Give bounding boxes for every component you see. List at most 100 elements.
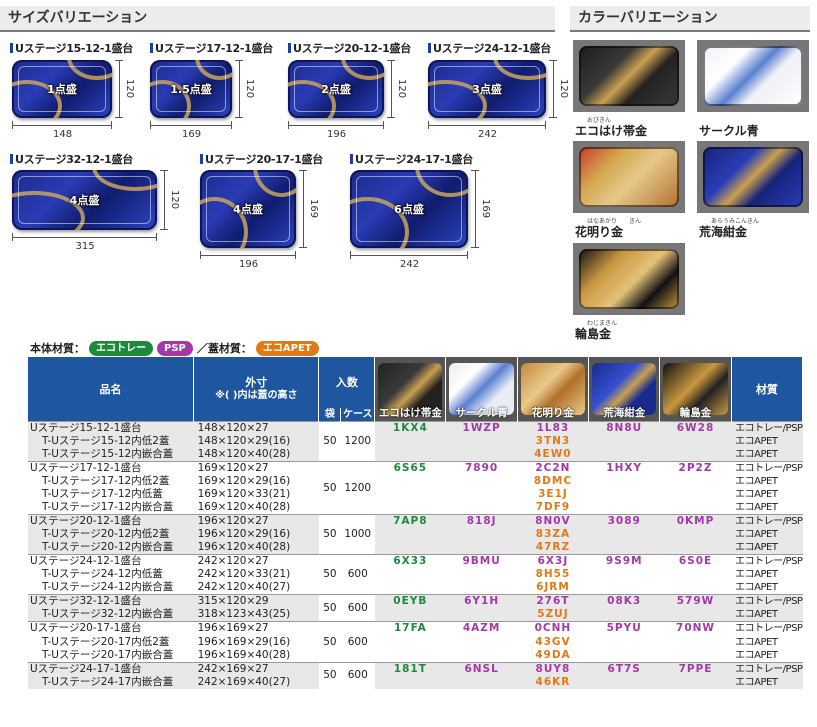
color-swatch-image xyxy=(697,40,809,112)
product-name: T-Uステージ17-12内低2蓋 xyxy=(28,475,194,489)
product-size: 169×120×29(16) xyxy=(193,475,319,489)
product-table-body: Uステージ15-12-1盛台 148×120×27 50 1200 1KX4 1WZP 1L… xyxy=(28,420,803,689)
product-name: Uステージ17-12-1盛台 xyxy=(28,461,194,476)
lid-code: 7DF9 xyxy=(374,501,732,515)
product-code: 6NSL xyxy=(445,661,518,676)
product-material: エコAPET xyxy=(731,488,803,502)
product-material: エコAPET xyxy=(731,435,803,449)
product-name: T-Uステージ20-12内低2蓋 xyxy=(28,528,194,542)
table-row: Uステージ15-12-1盛台 148×120×27 50 1200 1KX4 1WZP 1L… xyxy=(28,420,803,462)
table-row: T-Uステージ20-17内嵌合蓋 196×169×40(28) 49DA エコAPET xyxy=(28,648,803,663)
materials-line: 本体材質： エコトレー PSP ／蓋材質： エコAPET xyxy=(30,340,319,356)
width-dimension-line xyxy=(288,121,384,129)
product-size: 242×169×40(27) xyxy=(193,675,319,689)
product-code: 3089 xyxy=(588,514,660,529)
size-item-title: Uステージ15-12-1盛台 xyxy=(10,40,133,56)
case-qty: 600 xyxy=(340,621,375,663)
product-material: エコAPET xyxy=(731,648,803,663)
lid-code: 43GV xyxy=(374,635,732,649)
table-row: T-Uステージ32-12内嵌合蓋 318×123×43(25) 5ZUJ エコAPET xyxy=(28,608,803,622)
product-code: 17FA xyxy=(374,621,446,636)
product-code: 6W28 xyxy=(659,421,732,435)
table-row: T-Uステージ24-12内低蓋 242×120×33(21) 8H55 エコAPET xyxy=(28,568,803,582)
width-dimension: 196 xyxy=(239,259,259,270)
height-dimension: 120 xyxy=(558,79,569,99)
product-code: 6T7S xyxy=(588,661,660,676)
product-size: 196×169×40(28) xyxy=(193,648,319,663)
color-section-title: カラーバリエーション xyxy=(570,6,810,30)
product-code: 9BMU xyxy=(445,554,518,569)
product-size: 169×120×40(28) xyxy=(193,501,319,515)
size-item-title: Uステージ32-12-1盛台 xyxy=(10,151,133,167)
color-name-ruby: はなあかり きん xyxy=(587,218,642,225)
product-name: T-Uステージ20-17内嵌合蓋 xyxy=(28,648,194,663)
header-color-3: 荒海紺金 xyxy=(589,357,660,421)
bag-qty: 50 xyxy=(318,514,341,555)
product-name: T-Uステージ24-17内嵌合蓋 xyxy=(28,675,194,689)
product-size: 196×169×29(16) xyxy=(193,635,319,649)
color-name-ruby: おびきん xyxy=(587,117,612,124)
lid-code: 3TN3 xyxy=(374,435,732,449)
height-dimension: 169 xyxy=(308,199,319,219)
height-dimension: 120 xyxy=(124,79,135,99)
product-name: Uステージ24-12-1盛台 xyxy=(28,554,194,569)
tray-portion-label: 2点盛 xyxy=(321,83,351,96)
size-item-title: Uステージ24-17-1盛台 xyxy=(350,151,473,167)
tray-portion-label: 4点盛 xyxy=(233,203,263,216)
product-name: Uステージ32-12-1盛台 xyxy=(28,594,194,609)
product-code: 70NW xyxy=(659,621,732,636)
psp-badge: PSP xyxy=(157,340,193,356)
tray-image: 6点盛 xyxy=(350,170,468,248)
product-material: エコAPET xyxy=(731,635,803,649)
size-item-title: Uステージ24-12-1盛台 xyxy=(428,40,551,56)
header-color-0: エコはけ帯金 xyxy=(375,357,446,421)
tray-image: 2点盛 xyxy=(288,60,384,118)
size-section-title: サイズバリエーション xyxy=(0,6,555,30)
product-material: エコトレー/PSP xyxy=(731,514,803,529)
product-code: 8N8U xyxy=(588,421,660,435)
product-material: エコトレー/PSP xyxy=(731,421,803,435)
tray-image: 4点盛 xyxy=(12,170,157,230)
height-dimension: 169 xyxy=(480,199,491,219)
table-row: T-Uステージ17-12内低蓋 169×120×33(21) 3E1J エコAPET xyxy=(28,488,803,502)
lid-code: 3E1J xyxy=(374,488,732,502)
color-swatch-image xyxy=(573,141,685,213)
product-code: 6Y1H xyxy=(445,594,518,609)
width-dimension-line xyxy=(12,121,112,129)
product-code: 1L83 xyxy=(517,421,589,435)
product-code: 2C2N xyxy=(517,461,589,476)
lid-code: 5ZUJ xyxy=(374,608,732,622)
tray-image: 1.5点盛 xyxy=(150,60,232,118)
height-dimension-line xyxy=(549,60,557,118)
product-name: Uステージ15-12-1盛台 xyxy=(28,421,194,435)
bag-qty: 50 xyxy=(318,661,341,689)
case-qty: 600 xyxy=(340,661,375,689)
size-section-rule xyxy=(0,30,555,32)
width-dimension-line xyxy=(200,251,296,259)
width-dimension: 196 xyxy=(327,129,347,140)
table-row: T-Uステージ20-12内嵌合蓋 196×120×40(28) 47RZ エコAPET xyxy=(28,541,803,555)
product-material: エコAPET xyxy=(731,528,803,542)
product-code: 6S0E xyxy=(659,554,732,569)
size-item-title: Uステージ17-12-1盛台 xyxy=(150,40,273,56)
height-dimension-line xyxy=(235,60,243,118)
width-dimension: 315 xyxy=(75,241,95,252)
product-material: エコAPET xyxy=(731,568,803,582)
product-code: 1HXY xyxy=(588,461,660,476)
size-item-title: Uステージ20-12-1盛台 xyxy=(288,40,411,56)
eco-tray-badge: エコトレー xyxy=(89,340,153,356)
product-material: エコトレー/PSP xyxy=(731,554,803,569)
tray-image: 1点盛 xyxy=(12,60,112,118)
table-row: Uステージ24-17-1盛台 242×169×27 50 600 181T 6NSL 8UY… xyxy=(28,661,803,689)
product-code: 0CNH xyxy=(517,621,589,636)
product-code: 7PPE xyxy=(659,661,732,676)
bag-qty: 50 xyxy=(318,594,341,622)
header-size: 外寸 ※( )内は蓋の高さ xyxy=(193,357,320,422)
color-swatch-image xyxy=(573,40,685,112)
product-code: 0EYB xyxy=(374,594,446,609)
width-dimension-line xyxy=(350,251,468,259)
bag-qty: 50 xyxy=(318,554,341,595)
header-color-1: サークル青 xyxy=(446,357,517,421)
header-color-2: 花明り金 xyxy=(517,357,589,421)
table-row: T-Uステージ24-17内嵌合蓋 242×169×40(27) 46KR エコAPET xyxy=(28,675,803,689)
